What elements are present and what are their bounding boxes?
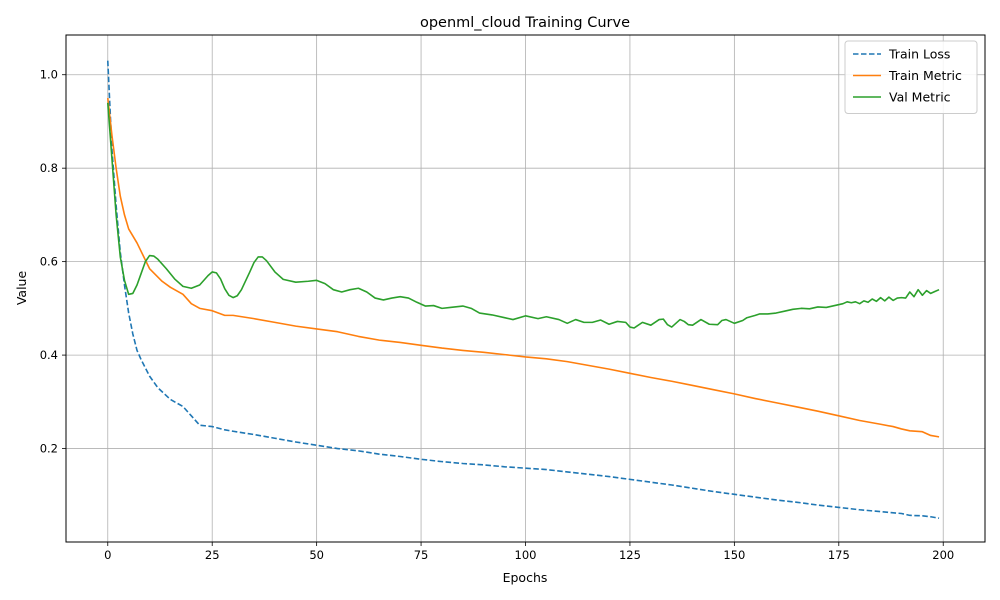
series-group — [106, 60, 940, 519]
y-tick-label: 1.0 — [40, 68, 58, 82]
legend-label: Train Loss — [888, 47, 950, 62]
series-line-val-metric — [106, 102, 940, 329]
legend: Train Loss Train Metric Val Metric — [844, 40, 978, 114]
grid-lines — [66, 35, 985, 542]
y-axis: 0.2 0.4 0.6 0.8 1.0 — [40, 68, 66, 456]
y-tick-label: 0.6 — [40, 255, 58, 269]
x-tick-label: 200 — [932, 548, 954, 562]
x-tick-label: 0 — [104, 548, 111, 562]
legend-box — [844, 40, 978, 114]
x-tick-label: 100 — [515, 548, 537, 562]
y-tick-label: 0.4 — [40, 348, 58, 362]
x-tick-label: 175 — [828, 548, 850, 562]
y-tick-label: 0.8 — [40, 161, 58, 175]
x-tick-label: 25 — [205, 548, 220, 562]
x-tick-label: 125 — [619, 548, 641, 562]
y-axis-label: Value — [14, 271, 29, 306]
x-axis-label: Epochs — [503, 570, 548, 585]
legend-label: Train Metric — [888, 68, 962, 83]
x-axis: 0 25 50 75 100 125 150 175 200 — [104, 542, 954, 562]
legend-label: Val Metric — [889, 90, 951, 105]
chart-title: openml_cloud Training Curve — [420, 15, 630, 31]
y-tick-label: 0.2 — [40, 442, 58, 456]
x-tick-label: 75 — [414, 548, 429, 562]
series-line-train-loss — [106, 60, 940, 519]
x-tick-label: 50 — [309, 548, 324, 562]
x-tick-label: 150 — [723, 548, 745, 562]
series-line-train-metric — [106, 97, 940, 438]
